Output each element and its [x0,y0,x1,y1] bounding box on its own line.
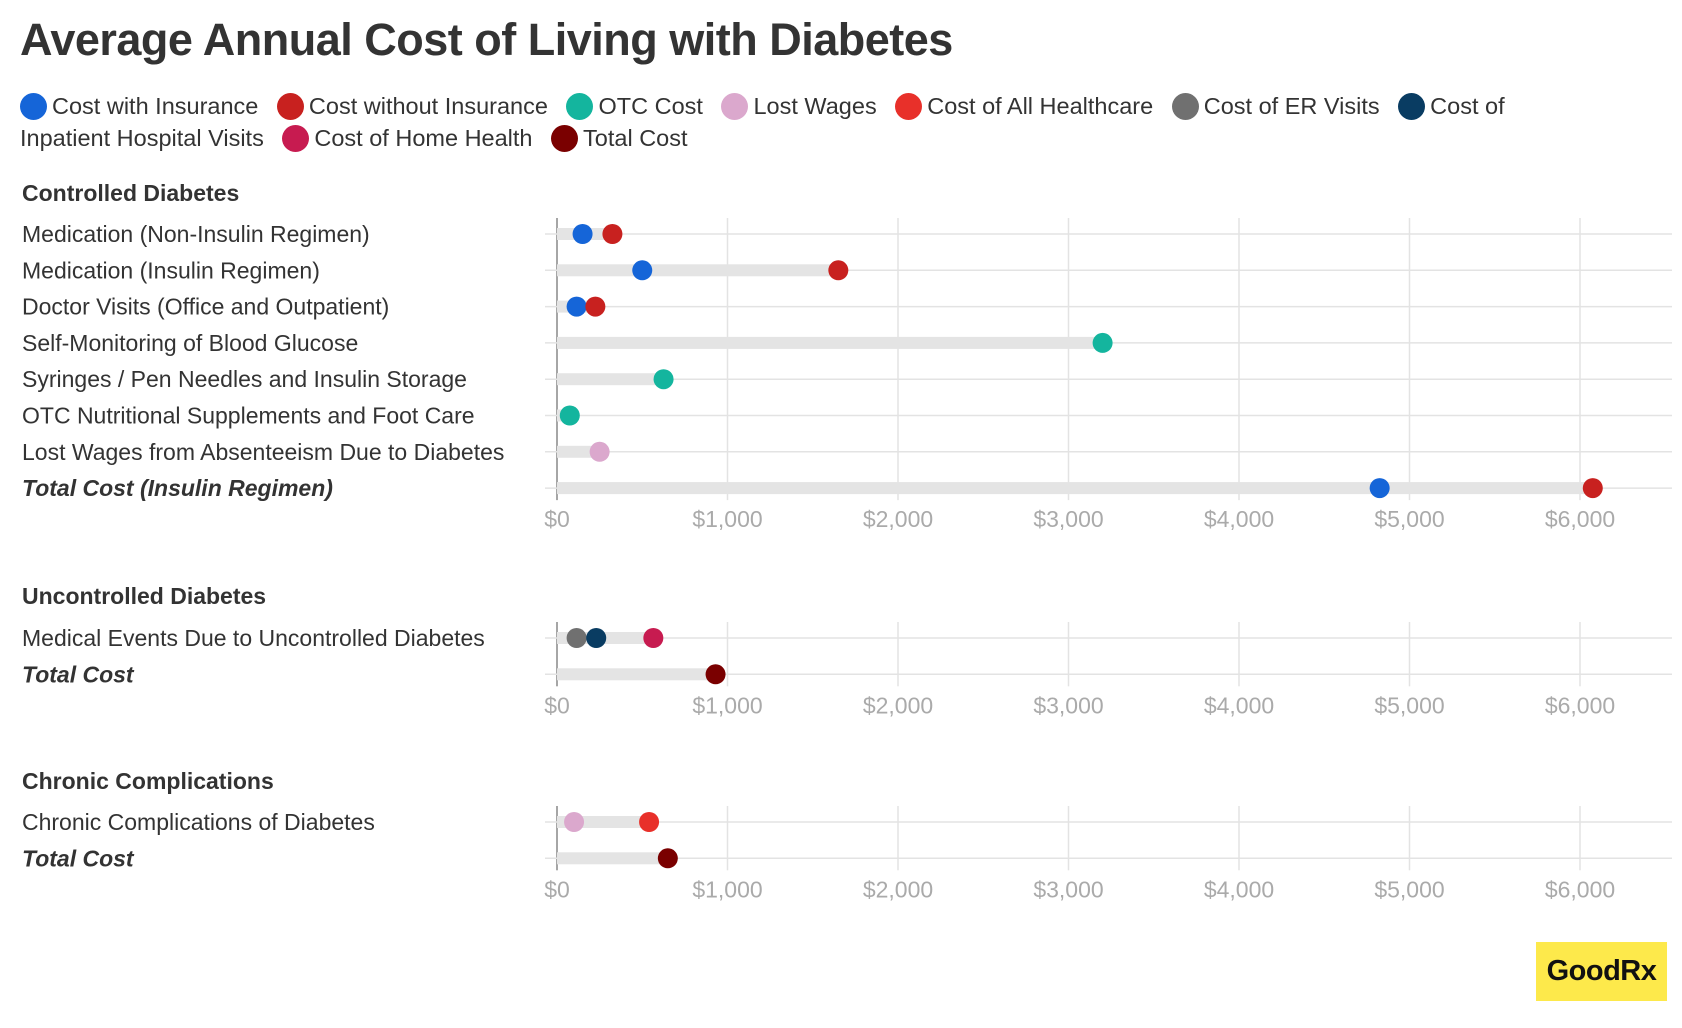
legend-item: Cost with Insurance [20,93,259,120]
data-point: Cost of Home Health: 565 [643,628,664,648]
x-tick-label: $4,000 [1204,876,1274,902]
data-point: Total Cost: 650 [657,848,678,869]
x-tick-label: $2,000 [863,506,933,532]
data-point: OTC Cost: 75 [559,405,580,426]
range-bar [557,445,600,458]
x-tick-label: $3,000 [1033,692,1103,718]
x-tick-label: $5,000 [1374,876,1444,902]
chart-title: Average Annual Cost of Living with Diabe… [20,14,953,65]
data-point: Cost without Insurance: 1650 [828,260,849,281]
logo-text: GoodRx [1546,955,1657,987]
data-point: Cost with Insurance: 4825 [1369,478,1390,499]
legend-label: Cost of Inpatient Hospital Visits [20,93,1505,151]
section-title: Controlled Diabetes [22,180,239,206]
legend-item: Cost of All Healthcare [895,93,1154,120]
row-label: Syringes / Pen Needles and Insulin Stora… [22,366,467,392]
x-tick-label: $1,000 [692,506,762,532]
data-point: Cost of All Healthcare: 540 [639,812,660,832]
data-point: Cost with Insurance: 500 [632,260,653,281]
row-label: Lost Wages from Absenteeism Due to Diabe… [22,439,504,465]
legend-item: Total Cost [551,125,688,152]
x-tick-label: $5,000 [1374,692,1444,718]
data-point: OTC Cost: 3200 [1092,332,1113,353]
data-point: Cost of Inpatient Hospital Visits: 230 [586,628,607,648]
x-tick-label: $4,000 [1204,692,1274,718]
goodrx-logo: GoodRx [1536,942,1667,1001]
section-title: Uncontrolled Diabetes [22,583,266,609]
legend-item: Cost of Inpatient Hospital Visits [20,93,1505,151]
legend-label: Cost of All Healthcare [927,93,1154,119]
x-tick-label: $0 [544,692,570,718]
legend-swatch [20,93,47,120]
range-bar [557,264,839,277]
range-bar [557,482,1593,495]
data-point: OTC Cost: 625 [653,369,674,390]
row-label: Medication (Non-Insulin Regimen) [22,221,370,247]
row-label: Doctor Visits (Office and Outpatient) [22,294,389,320]
x-tick-label: $3,000 [1033,506,1103,532]
range-bar [557,336,1103,349]
chart-panel: Uncontrolled Diabetes $0 $1,000 $2,000 $3,00… [22,583,1672,718]
legend-swatch [1171,93,1199,120]
data-point: Lost Wages: 250 [589,441,610,462]
x-tick-label: $3,000 [1033,876,1103,902]
legend-swatch [551,125,579,152]
legend-label: Cost with Insurance [52,93,259,119]
row-label: OTC Nutritional Supplements and Foot Car… [22,403,475,429]
legend-swatch [566,93,594,120]
x-tick-label: $1,000 [692,876,762,902]
x-tick-label: $0 [544,876,570,902]
data-point: Lost Wages: 100 [564,812,585,832]
legend-label: Cost of ER Visits [1203,93,1380,119]
range-bar [557,668,716,681]
legend-item: Cost of ER Visits [1171,93,1380,120]
x-tick-label: $1,000 [692,692,762,718]
x-tick-label: $6,000 [1545,876,1615,902]
legend-swatch [721,93,749,120]
total-row-label: Total Cost [22,845,135,871]
legend-label: Cost of Home Health [314,125,533,151]
data-point: Cost with Insurance: 115 [566,296,587,317]
legend-item: Lost Wages [721,93,877,120]
legend-swatch [895,93,923,120]
total-row-label: Total Cost (Insulin Regimen) [22,475,333,501]
row-label: Self-Monitoring of Blood Glucose [22,330,358,356]
section-title: Chronic Complications [22,768,274,794]
row-label: Medical Events Due to Uncontrolled Diabe… [22,625,485,651]
x-tick-label: $2,000 [863,876,933,902]
legend-label: Lost Wages [753,93,877,119]
range-bar [557,852,668,865]
row-label: Medication (Insulin Regimen) [22,257,320,283]
data-point: Cost of ER Visits: 115 [566,628,587,648]
legend-item: OTC Cost [566,93,703,120]
x-tick-label: $6,000 [1545,506,1615,532]
data-point: Cost without Insurance: 325 [602,224,623,244]
legend-swatch [282,125,310,152]
legend-label: Total Cost [583,125,688,151]
total-row-label: Total Cost [22,661,135,687]
range-bar [557,373,664,386]
legend-item: Cost of Home Health [282,125,533,152]
data-point: Cost with Insurance: 150 [572,224,593,244]
legend-label: OTC Cost [598,93,703,119]
legend-swatch [276,93,304,120]
chart-panel: Controlled Diabetes $0 $1,000 $2,000 $3,000 $… [22,180,1672,532]
legend-swatch [1398,93,1426,120]
x-tick-label: $4,000 [1204,506,1274,532]
x-tick-label: $5,000 [1374,506,1444,532]
row-label: Chronic Complications of Diabetes [22,809,375,835]
data-point: Cost without Insurance: 6075 [1582,478,1603,499]
legend-label: Cost without Insurance [308,93,548,119]
legend: Cost with Insurance Cost without Insuran… [20,90,1600,154]
legend-item: Cost without Insurance [276,93,548,120]
x-tick-label: $2,000 [863,692,933,718]
x-tick-label: $0 [544,506,570,532]
data-point: Cost without Insurance: 225 [585,296,606,317]
data-point: Total Cost: 930 [705,664,726,685]
chart-panel: Chronic Complications $0 $1,000 $2,000 $3,00… [22,768,1672,902]
x-tick-label: $6,000 [1545,692,1615,718]
